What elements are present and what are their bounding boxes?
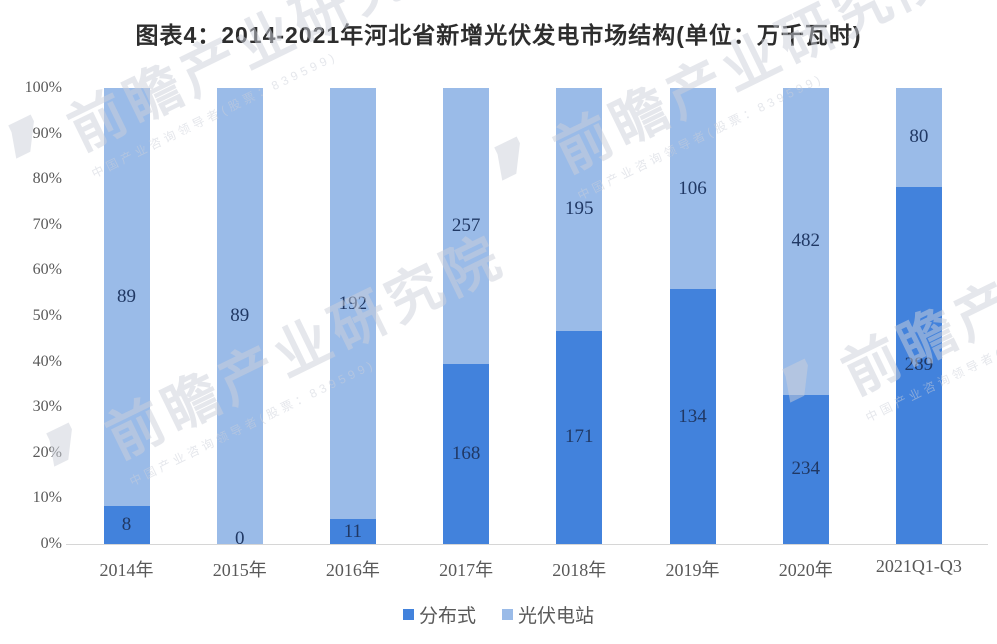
- x-axis-category-label: 2021Q1-Q3: [875, 556, 962, 576]
- bar-column: 80 289: [895, 88, 942, 544]
- bar-value-label: 106: [678, 177, 707, 199]
- bar-segment-pv-station: [329, 88, 376, 520]
- bar-segment-pv-station: [895, 88, 942, 187]
- y-axis-tick-label: 10%: [32, 489, 62, 507]
- bar-segment-distributed: [329, 519, 376, 544]
- bar-value-label: 257: [451, 214, 481, 236]
- legend-item: 分布式: [402, 601, 476, 628]
- legend-item: 光伏电站: [502, 601, 594, 628]
- bar-column: 195 171: [556, 88, 603, 544]
- bar-value-label: 482: [791, 230, 820, 252]
- bar-segment-distributed: [556, 330, 603, 544]
- x-axis-category-label: 2019年: [665, 560, 720, 580]
- bar-value-label: 80: [909, 126, 929, 148]
- bar-value-label: 8: [121, 514, 132, 536]
- bar-value-label: 171: [565, 426, 594, 448]
- bar-value-label: 11: [343, 520, 363, 542]
- chart-title: 图表4：2014-2021年河北省新增光伏发电市场结构(单位：万千瓦时): [135, 22, 862, 48]
- bar-segment-distributed: [782, 394, 829, 544]
- bar-column: 257 168: [443, 88, 490, 544]
- bar-segment-pv-station: [782, 88, 829, 395]
- bar-value-label: 195: [565, 198, 594, 220]
- y-axis-tick-label: 30%: [32, 398, 62, 416]
- bar-value-label: 134: [678, 405, 707, 427]
- bar-segment-distributed: [103, 506, 150, 544]
- bar-segment-pv-station: [216, 88, 263, 544]
- y-axis-tick-label: 100%: [24, 79, 62, 96]
- bar-value-label: 289: [904, 354, 934, 376]
- x-axis-baseline: [66, 544, 988, 545]
- bar-segment-pv-station: [669, 88, 716, 290]
- x-axis-category-label: 2015年: [212, 560, 267, 580]
- legend: 分布式 光伏电站: [0, 601, 997, 628]
- bar-column: 106 134: [669, 88, 716, 544]
- x-axis-category-label: 2020年: [778, 560, 833, 580]
- bar-value-label: 89: [230, 305, 250, 326]
- legend-label: 分布式: [418, 606, 476, 627]
- legend-label: 光伏电站: [518, 606, 595, 627]
- x-axis-category-label: 2018年: [552, 560, 607, 580]
- y-axis-tick-label: 70%: [32, 215, 62, 233]
- y-axis-tick-label: 20%: [32, 443, 62, 461]
- bar-column: 89 8: [103, 88, 150, 544]
- x-axis-category-label: 2017年: [439, 560, 494, 580]
- bar-value-label: 234: [791, 458, 820, 480]
- bar-column: 89 0: [216, 88, 263, 549]
- y-axis-tick-label: 60%: [32, 261, 62, 279]
- bar-segment-distributed: [669, 289, 716, 544]
- x-axis-category-label: 2016年: [325, 560, 380, 580]
- y-axis-tick-label: 0%: [40, 535, 62, 552]
- bar-value-label: 168: [451, 442, 481, 464]
- bar-segment-pv-station: [556, 88, 603, 331]
- y-axis-tick-label: 80%: [32, 170, 62, 188]
- y-axis-tick-label: 50%: [32, 307, 62, 324]
- bar-value-label: 89: [117, 286, 136, 308]
- bar-value-label: 192: [338, 292, 368, 314]
- bar-segment-distributed: [443, 363, 490, 544]
- y-axis-tick-label: 40%: [32, 352, 62, 370]
- bar-segment-pv-station: [443, 88, 490, 364]
- bar-column: 192 11: [329, 88, 376, 544]
- legend-swatch-icon: [402, 609, 414, 620]
- bar-segment-pv-station: [103, 88, 150, 507]
- y-axis-tick-label: 90%: [32, 124, 62, 142]
- legend-swatch-icon: [502, 609, 513, 620]
- bar-segment-distributed: [895, 186, 942, 544]
- bar-column: 482 234: [782, 88, 829, 544]
- bar-value-label: 0: [234, 528, 245, 549]
- x-axis-category-label: 2014年: [99, 560, 154, 580]
